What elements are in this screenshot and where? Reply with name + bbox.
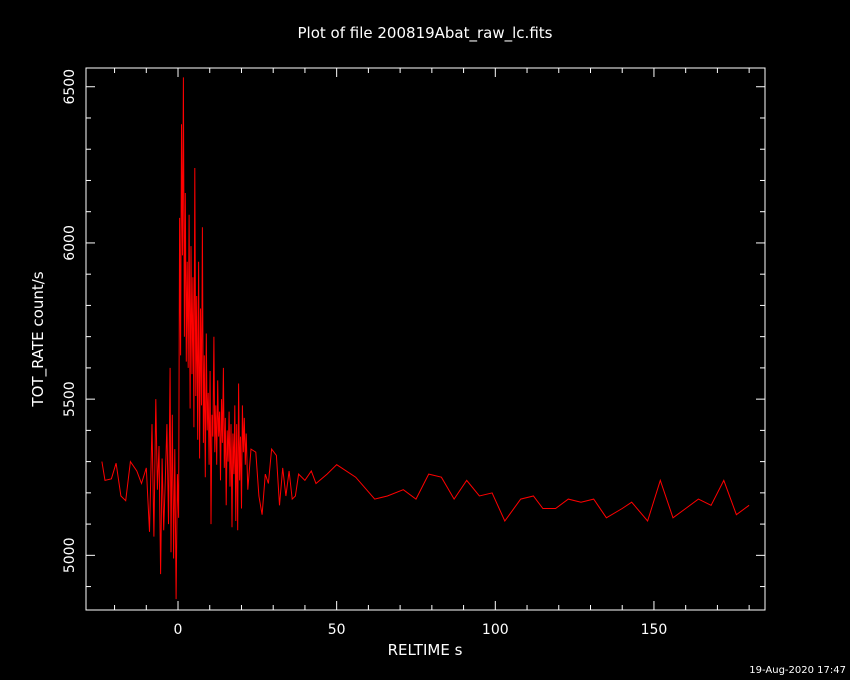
- x-tick-label: 150: [641, 622, 668, 638]
- y-tick-label: 5500: [62, 381, 78, 417]
- x-axis-label: RELTIME s: [388, 641, 463, 659]
- chart-title: Plot of file 200819Abat_raw_lc.fits: [298, 24, 553, 43]
- tot-rate-series-line: [101, 77, 750, 600]
- axis-ticks: [86, 68, 765, 610]
- x-tick-label: 100: [482, 622, 509, 638]
- y-tick-label: 6000: [62, 225, 78, 261]
- plot-timestamp: 19-Aug-2020 17:47: [749, 665, 846, 676]
- x-tick-labels: 0 50 100 150: [174, 622, 668, 638]
- y-tick-label: 5000: [62, 538, 78, 574]
- y-tick-labels: 5000 5500 6000 6500: [62, 69, 78, 573]
- plot-frame: [85, 67, 766, 611]
- y-tick-label: 6500: [62, 69, 78, 105]
- y-axis-label: TOT_RATE count/s: [29, 271, 48, 407]
- x-tick-label: 50: [328, 622, 346, 638]
- x-tick-label: 0: [174, 622, 183, 638]
